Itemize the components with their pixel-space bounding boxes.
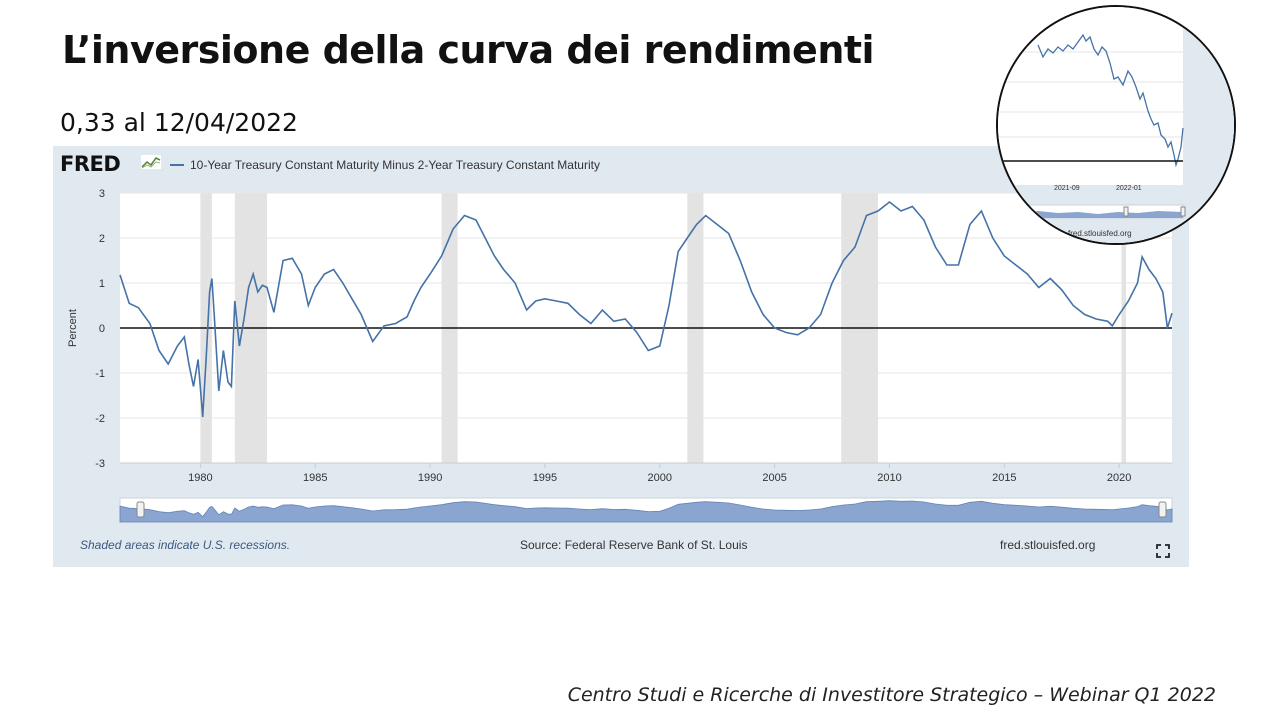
navigator-right-handle[interactable] — [1158, 501, 1167, 518]
x-tick-label: 2010 — [877, 472, 901, 484]
zoom-chart — [998, 7, 1234, 243]
x-tick-label: 2015 — [992, 472, 1016, 484]
slide-caption: Centro Studi e Ricerche di Investitore S… — [567, 684, 1216, 706]
zoom-magnifier: 2021-09 2022-01 fred.stlouisfed.org — [996, 5, 1236, 245]
x-tick-label: 1985 — [303, 472, 327, 484]
fred-logo[interactable]: FRED — [60, 152, 121, 176]
spread-series-line — [119, 200, 1173, 418]
zoom-series-line — [1037, 33, 1184, 168]
x-tick-label: 2020 — [1107, 472, 1131, 484]
x-tick-label: 1990 — [418, 472, 442, 484]
zoom-navigator-handle — [1123, 206, 1129, 217]
recessions-note: Shaded areas indicate U.S. recessions. — [80, 538, 291, 552]
y-tick-label: -3 — [95, 458, 105, 470]
legend-series-label: 10-Year Treasury Constant Maturity Minus… — [190, 158, 600, 172]
y-tick-label: -1 — [95, 368, 105, 380]
x-tick-label: 1995 — [533, 472, 557, 484]
zoom-tick-label: 2021-09 — [1054, 185, 1080, 192]
navigator-left-handle[interactable] — [136, 501, 145, 518]
x-tick-label: 2005 — [762, 472, 786, 484]
site-link[interactable]: fred.stlouisfed.org — [1000, 538, 1096, 552]
y-tick-label: 0 — [99, 323, 105, 335]
line-chart: 3 2 1 0 -1 -2 -3 1980 1985 1990 1995 2000 2005 2010 20… — [67, 188, 1173, 523]
range-navigator[interactable] — [119, 497, 1173, 523]
source-note: Source: Federal Reserve Bank of St. Loui… — [520, 538, 748, 552]
y-tick-label: 3 — [99, 188, 105, 200]
slide-title: L’inversione della curva dei rendimenti — [62, 28, 875, 72]
axis-ticks: 3 2 1 0 -1 -2 -3 1980 1985 1990 1995 2000 2005 2010 20… — [95, 188, 1131, 484]
y-axis-label: Percent — [67, 309, 79, 347]
slide-subtitle: 0,33 al 12/04/2022 — [60, 108, 298, 137]
navigator-area — [119, 500, 1173, 523]
legend-swatch — [170, 164, 184, 166]
zoom-site-label: fred.stlouisfed.org — [1068, 229, 1132, 238]
y-tick-label: 2 — [99, 233, 105, 245]
x-tick-label: 2000 — [648, 472, 672, 484]
x-tick-label: 1980 — [188, 472, 212, 484]
zoom-tick-label: 2022-01 — [1116, 185, 1142, 192]
chart-grid — [120, 192, 1172, 464]
expand-icon[interactable] — [1156, 544, 1170, 558]
y-tick-label: -2 — [95, 413, 105, 425]
fred-graph-icon — [140, 154, 162, 170]
chart-legend[interactable]: 10-Year Treasury Constant Maturity Minus… — [170, 158, 600, 172]
y-tick-label: 1 — [99, 278, 105, 290]
